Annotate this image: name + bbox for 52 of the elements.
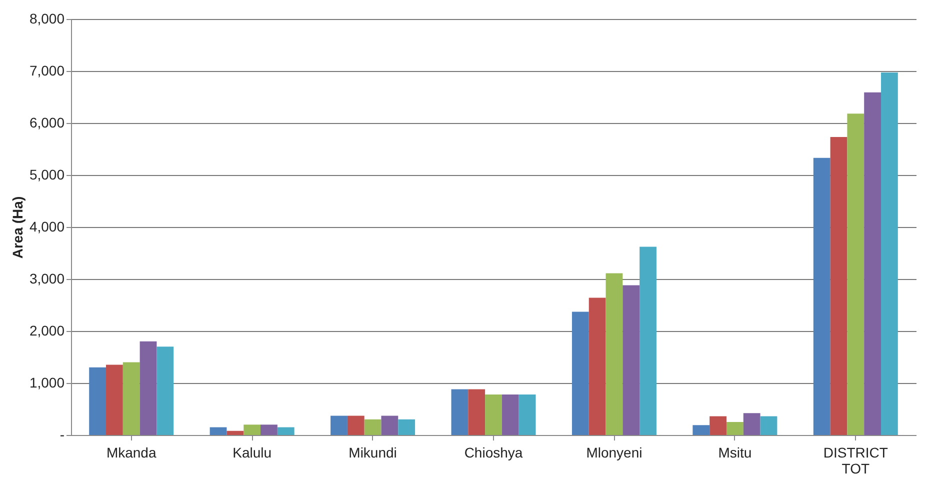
x-tick-label: Mikundi bbox=[348, 444, 397, 460]
x-tick-label: DISTRICT TOT bbox=[823, 444, 888, 476]
bar bbox=[572, 312, 589, 435]
bar bbox=[364, 419, 382, 435]
bar bbox=[451, 389, 468, 435]
bar bbox=[122, 362, 140, 435]
y-tick-label: 8,000 bbox=[29, 10, 65, 26]
bar bbox=[640, 246, 656, 435]
bar bbox=[381, 416, 398, 435]
bar bbox=[226, 430, 244, 435]
bar bbox=[830, 137, 848, 435]
bar bbox=[760, 416, 778, 435]
bar bbox=[502, 394, 519, 435]
bar bbox=[485, 394, 502, 435]
bar bbox=[277, 427, 294, 435]
y-tick-label: 6,000 bbox=[29, 114, 65, 130]
y-tick-label: 7,000 bbox=[29, 62, 65, 78]
bar bbox=[880, 72, 898, 435]
bar bbox=[847, 114, 864, 435]
bar bbox=[89, 367, 106, 435]
bar bbox=[260, 424, 278, 435]
x-tick-label: Mkanda bbox=[106, 444, 156, 460]
y-tick-label: 3,000 bbox=[29, 270, 65, 286]
bar bbox=[398, 419, 416, 435]
x-tick-label: Chioshya bbox=[464, 444, 523, 460]
y-tick-label: 5,000 bbox=[29, 166, 65, 182]
bar bbox=[692, 425, 710, 435]
y-axis-title: Area (Ha) bbox=[9, 196, 26, 259]
bar bbox=[156, 346, 174, 435]
bar bbox=[244, 424, 261, 435]
bar bbox=[622, 285, 640, 435]
bar bbox=[210, 427, 227, 435]
y-tick-label: 2,000 bbox=[29, 322, 65, 338]
bar bbox=[468, 389, 486, 435]
bar bbox=[726, 422, 744, 435]
y-tick-label: - bbox=[60, 426, 65, 442]
bar bbox=[518, 394, 536, 435]
bar bbox=[347, 416, 364, 435]
x-tick-label: Mlonyeni bbox=[586, 444, 642, 460]
bar bbox=[588, 298, 606, 435]
bar bbox=[330, 416, 348, 435]
bar bbox=[606, 273, 623, 435]
y-tick-label: 4,000 bbox=[29, 218, 65, 234]
bar bbox=[710, 416, 726, 435]
bar bbox=[864, 92, 881, 435]
bar bbox=[813, 158, 830, 435]
bar bbox=[743, 413, 760, 435]
bar bbox=[140, 341, 157, 435]
x-tick-label: Msitu bbox=[718, 444, 752, 460]
bar bbox=[106, 364, 123, 435]
x-tick-label: Kalulu bbox=[232, 444, 272, 460]
y-tick-label: 1,000 bbox=[29, 374, 65, 390]
